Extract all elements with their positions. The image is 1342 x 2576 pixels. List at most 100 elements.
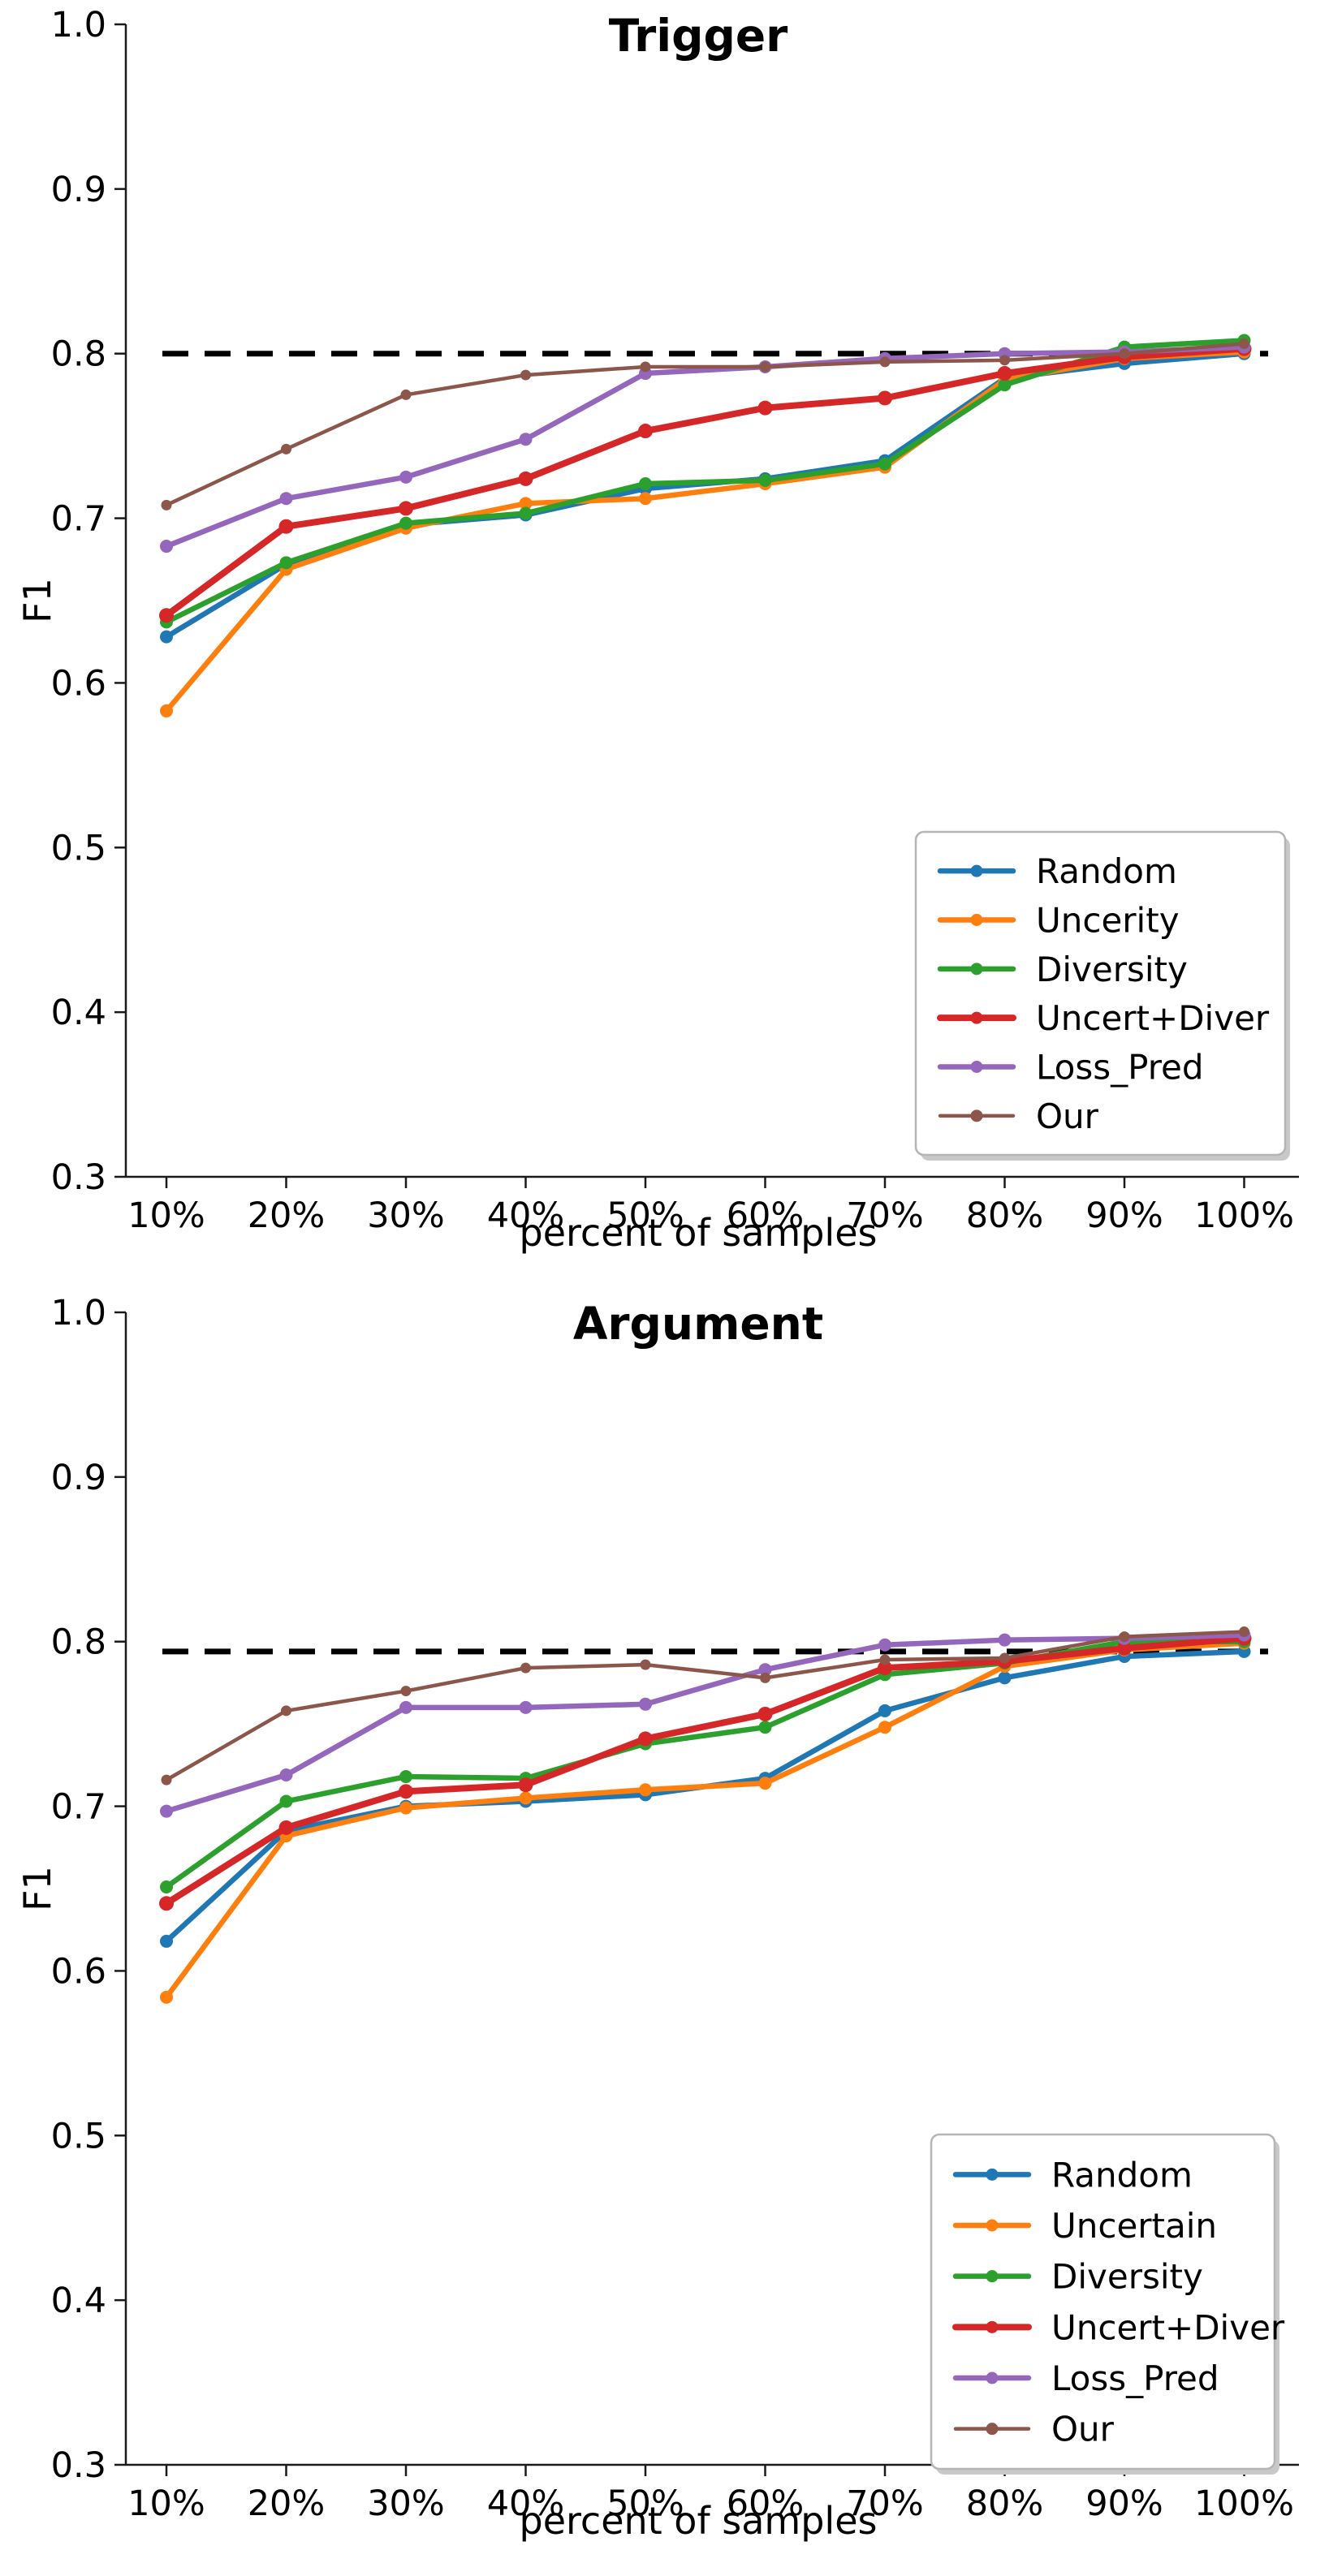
series-line — [163, 1632, 1247, 1814]
data-point — [997, 366, 1012, 381]
data-point — [400, 389, 412, 400]
x-tick-label: 60% — [727, 1195, 805, 1236]
data-point — [998, 1633, 1012, 1647]
y-tick-label: 0.6 — [51, 1951, 106, 1992]
legend-label: Our — [1051, 2410, 1115, 2449]
data-point — [519, 433, 533, 446]
legend-label: Our — [1036, 1096, 1099, 1136]
data-point — [638, 1731, 653, 1747]
legend-box: Random Uncertain Diversity Uncert+Diver Loss… — [930, 2133, 1285, 2475]
data-point — [160, 540, 173, 554]
series-line — [164, 1630, 1246, 1782]
series-line — [164, 342, 1246, 507]
series-our — [161, 338, 1249, 510]
series-our — [161, 1626, 1249, 1786]
legend-item-uncert-diver: Uncert+Diver — [937, 998, 1270, 1038]
y-tick-label: 0.4 — [51, 993, 106, 1033]
legend-label: Random — [1051, 2155, 1193, 2195]
legend-item-diversity: Diversity — [952, 2257, 1203, 2297]
x-tick-label: 90% — [1085, 2483, 1163, 2524]
legend-box: Random Uncerity Diversity Uncert+Diver Loss_… — [914, 830, 1290, 1161]
y-tick-label: 0.6 — [51, 663, 106, 704]
data-point — [160, 1804, 173, 1818]
legend-label: Random — [1036, 851, 1177, 891]
data-point — [518, 1777, 533, 1793]
data-point — [161, 499, 172, 510]
data-point — [1119, 348, 1130, 360]
data-point — [520, 369, 531, 381]
legend-label: Loss_Pred — [1036, 1048, 1204, 1088]
x-tick-label: 30% — [367, 2483, 445, 2524]
data-point — [878, 1704, 891, 1717]
data-point — [519, 1791, 533, 1805]
legend-label: Uncert+Diver — [1036, 998, 1270, 1038]
series-diversity — [160, 334, 1251, 629]
legend-item-our: Our — [938, 1096, 1099, 1136]
data-point — [878, 1638, 891, 1652]
data-point — [758, 473, 772, 487]
legend-marker — [970, 914, 983, 926]
data-point — [279, 1794, 293, 1808]
series-line — [163, 1639, 1247, 1890]
data-point — [998, 1671, 1012, 1685]
data-point — [278, 1820, 294, 1835]
data-point — [758, 1721, 772, 1734]
legend-label: Uncertain — [1051, 2206, 1217, 2246]
legend-marker — [970, 1109, 983, 1122]
data-point — [399, 516, 412, 530]
series-line — [163, 1635, 1248, 1907]
data-point — [758, 1663, 772, 1677]
x-tick-label: 10% — [127, 2483, 205, 2524]
data-point — [999, 355, 1010, 366]
legend-marker — [986, 2371, 999, 2384]
y-tick-label: 0.3 — [51, 1157, 106, 1198]
data-point — [518, 471, 533, 486]
legend-marker — [970, 864, 983, 877]
series-line — [163, 1640, 1247, 2001]
x-tick-label: 40% — [487, 1195, 565, 1236]
data-point — [279, 492, 293, 506]
chart-title-argument: Argument — [572, 1298, 824, 1350]
series-random — [160, 347, 1251, 644]
data-point — [281, 1705, 291, 1717]
data-point — [639, 1783, 652, 1797]
legend-item-uncertain: Uncertain — [952, 2206, 1217, 2246]
series-line — [163, 349, 1247, 714]
x-tick-label: 20% — [248, 1195, 326, 1236]
argument-chart-section: Argument F1 1.0 0.9 0.8 0.7 0.6 0.5 0.4 0.3 10% 2… — [0, 1288, 1342, 2576]
legend-frame — [914, 830, 1287, 1157]
data-point — [160, 630, 173, 644]
x-tick-label: 80% — [966, 1195, 1044, 1236]
legend-marker — [970, 1011, 983, 1024]
data-point — [760, 361, 770, 373]
data-point — [160, 1934, 173, 1948]
data-point — [281, 443, 291, 454]
data-point — [399, 470, 412, 484]
legend-label: Loss_Pred — [1051, 2358, 1219, 2398]
data-point — [519, 1700, 533, 1714]
legend-item-loss-pred: Loss_Pred — [952, 2358, 1219, 2398]
data-point — [1117, 1640, 1132, 1656]
data-point — [760, 1672, 770, 1683]
series-uncertain — [160, 1636, 1251, 2004]
data-point — [520, 1662, 531, 1674]
series-line — [163, 345, 1248, 619]
data-point — [878, 457, 891, 471]
series-uncerity — [160, 345, 1251, 717]
y-tick-label: 1.0 — [51, 1293, 106, 1333]
data-point — [878, 1661, 892, 1676]
x-axis-label-argument: percent of samples — [519, 2499, 878, 2543]
data-point — [639, 492, 652, 506]
legend-item-uncert-diver: Uncert+Diver — [952, 2307, 1285, 2347]
x-tick-label: 40% — [487, 2483, 565, 2524]
x-tick-label: 50% — [606, 2483, 684, 2524]
data-point — [757, 1706, 773, 1721]
data-point — [161, 1774, 172, 1786]
data-point — [160, 1880, 173, 1893]
data-point — [160, 704, 173, 717]
chart-title-trigger: Trigger — [608, 10, 788, 62]
legend-item-random: Random — [937, 851, 1177, 891]
data-point — [638, 424, 653, 439]
data-point — [399, 1770, 412, 1784]
x-tick-label: 60% — [727, 2483, 805, 2524]
